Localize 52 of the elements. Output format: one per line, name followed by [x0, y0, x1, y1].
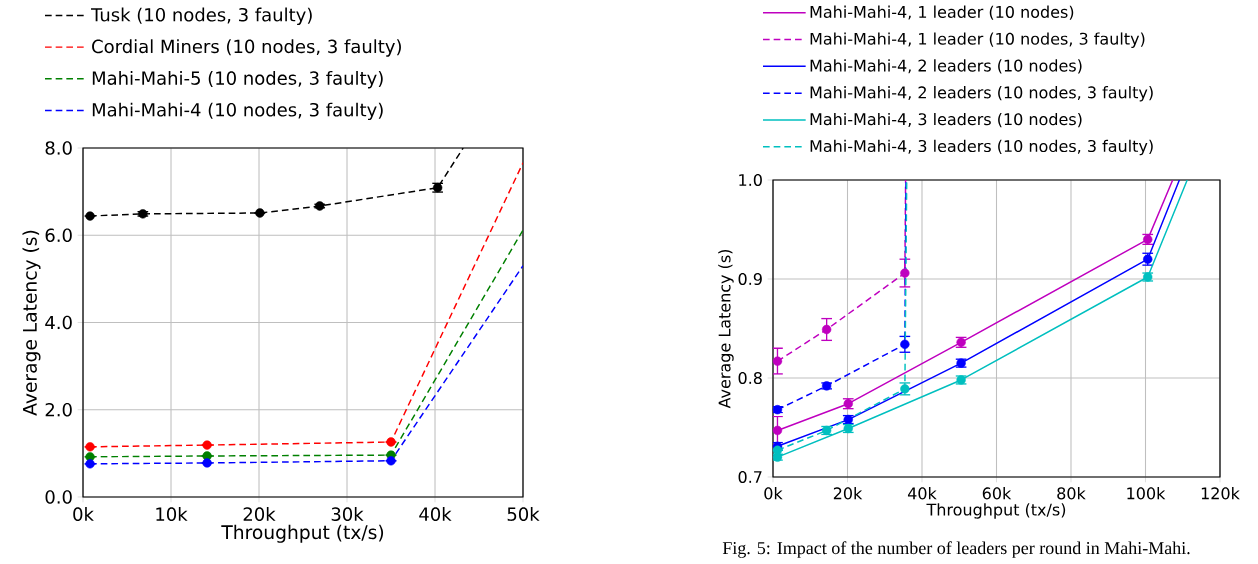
y-tick-label: 0.9 — [738, 272, 762, 286]
point — [821, 324, 832, 335]
point — [202, 440, 212, 450]
y-tick-label: 1.0 — [739, 173, 762, 187]
x-tick-label: 20k — [833, 487, 863, 500]
legend-label: Mahi-Mahi-4, 2 leaders (10 nodes) — [810, 59, 1082, 74]
x-tick-label: 100k — [1127, 487, 1166, 500]
point — [772, 356, 783, 366]
caption: Fig. 5: Impact of the number of leaders per round in Mahi-Mahi. — [722, 541, 1190, 558]
x-tick-label: 10k — [156, 507, 188, 521]
x-tick-label: 80k — [1057, 487, 1086, 500]
y-axis-title: Average Latency (s) — [718, 249, 734, 409]
x-tick-label: 60k — [982, 487, 1012, 500]
y-tick-label: 2.0 — [45, 402, 72, 417]
legend-label: Mahi-Mahi-4, 2 leaders (10 nodes, 3 faulty) — [810, 86, 1153, 102]
y-tick-label: 6.0 — [45, 228, 72, 243]
legend-label: Tusk (10 nodes, 3 faulty) — [91, 7, 312, 26]
x-tick-label: 0k — [764, 487, 783, 500]
legend-label: Mahi-Mahi-4 (10 nodes, 3 faulty) — [92, 102, 383, 121]
y-tick-label: 0.0 — [45, 490, 72, 504]
point — [772, 425, 783, 436]
point — [772, 405, 783, 415]
legend-label: Mahi-Mahi-4, 3 leaders (10 nodes) — [810, 112, 1082, 128]
point — [900, 339, 910, 349]
x-axis-title: Throughput (tx/s) — [926, 503, 1066, 519]
x-tick-label: 40k — [419, 507, 452, 521]
point — [386, 456, 396, 466]
x-tick-label: 120k — [1201, 487, 1240, 500]
legend-label: Mahi-Mahi-4, 1 leader (10 nodes) — [810, 5, 1074, 20]
point — [772, 445, 783, 455]
point — [900, 268, 910, 278]
point — [85, 442, 95, 452]
point — [255, 208, 265, 218]
x-tick-label: 0k — [73, 507, 94, 521]
y-tick-label: 0.8 — [738, 371, 762, 385]
y-tick-label: 8.0 — [45, 141, 72, 155]
y-tick-label: 4.0 — [45, 315, 72, 330]
y-axis-title: Average Latency (s) — [22, 230, 41, 416]
point — [202, 458, 212, 468]
x-tick-label: 30k — [331, 507, 364, 521]
legend-label: Mahi-Mahi-5 (10 nodes, 3 faulty) — [92, 70, 383, 89]
legend-label: Mahi-Mahi-4, 3 leaders (10 nodes, 3 faulty) — [810, 139, 1153, 156]
point — [85, 211, 95, 221]
x-tick-label: 40k — [907, 487, 937, 500]
x-axis-title: Throughput (tx/s) — [221, 524, 384, 543]
point — [386, 437, 396, 447]
y-tick-label: 0.7 — [738, 470, 762, 484]
x-tick-label: 20k — [243, 507, 276, 521]
x-tick-label: 50k — [507, 507, 540, 521]
legend-label: Mahi-Mahi-4, 1 leader (10 nodes, 3 faulty) — [810, 32, 1145, 48]
legend-label: Cordial Miners (10 nodes, 3 faulty) — [92, 39, 401, 57]
point — [85, 459, 95, 469]
